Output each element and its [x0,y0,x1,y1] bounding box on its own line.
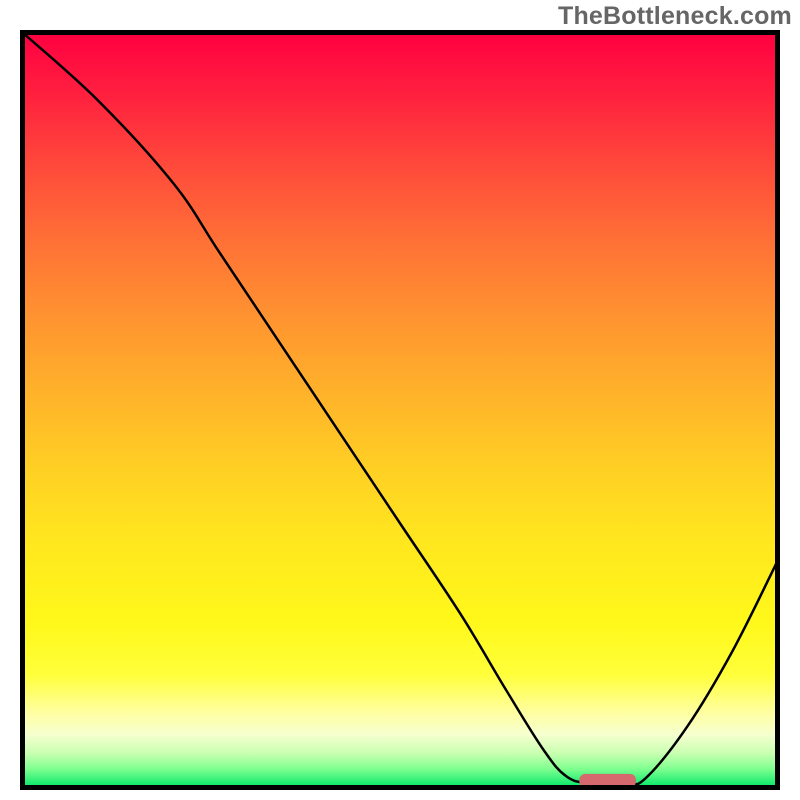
watermark-text: TheBottleneck.com [558,2,792,31]
chart-background [23,33,778,788]
chart-container: TheBottleneck.com [0,0,800,800]
bottleneck-chart [20,30,780,790]
